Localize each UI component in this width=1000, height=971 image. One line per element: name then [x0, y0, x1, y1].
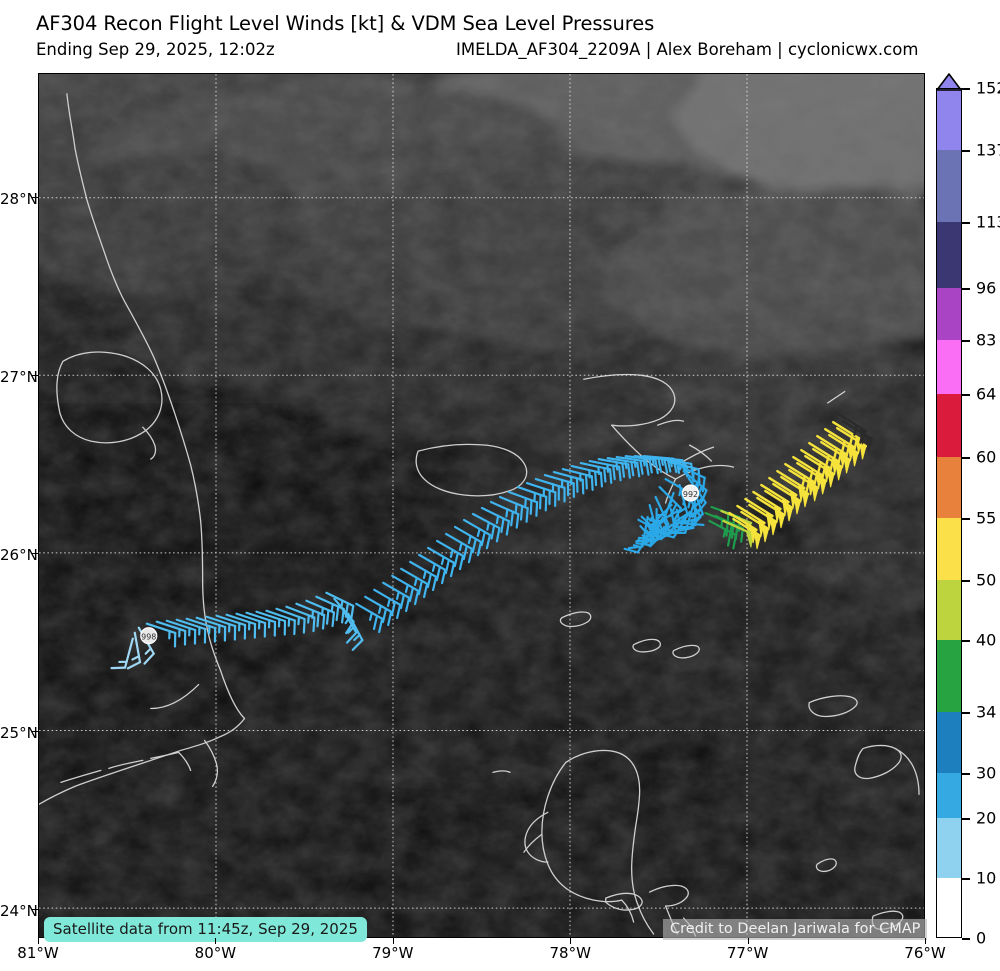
map-plot-area[interactable]: 998 992	[38, 73, 925, 938]
y-tick-label: 28°N	[0, 190, 38, 208]
y-tick-label: 25°N	[0, 724, 38, 742]
wind-barb-layer	[110, 390, 877, 673]
colorbar-segment	[936, 222, 962, 288]
y-tick-label: 24°N	[0, 902, 38, 920]
colorbar-tick-label: 113	[976, 212, 1000, 232]
vdm-marker-west: 998	[140, 627, 158, 645]
svg-text:998: 998	[141, 633, 156, 642]
colorbar-tick-label: 10	[976, 868, 997, 888]
colorbar-segment	[936, 394, 962, 457]
colorbar-tick-label: 55	[976, 508, 997, 528]
colorbar-tick-label: 30	[976, 763, 997, 783]
colorbar-tick-label: 34	[976, 702, 997, 722]
colorbar-tick-label: 40	[976, 630, 997, 650]
coastline-layer	[39, 93, 920, 937]
page-title: AF304 Recon Flight Level Winds [kt] & VD…	[36, 12, 655, 35]
colorbar-tick-label: 137	[976, 140, 1000, 160]
colorbar-tick-label: 96	[976, 278, 997, 298]
colorbar-tick-label: 0	[976, 928, 987, 948]
satellite-imagery-layer	[39, 74, 924, 937]
x-tick-label: 77°W	[726, 944, 769, 962]
x-tick-label: 80°W	[194, 944, 237, 962]
colorbar-segment	[936, 150, 962, 222]
colorbar-tick-label: 20	[976, 808, 997, 828]
vdm-marker-layer: 998 992	[140, 484, 700, 645]
y-axis: 28°N 27°N 26°N 25°N 24°N	[0, 0, 38, 971]
subtitle-timestamp: Ending Sep 29, 2025, 12:02z	[36, 40, 275, 59]
satellite-data-note: Satellite data from 11:45z, Sep 29, 2025	[44, 917, 367, 942]
colorbar-segment	[936, 878, 962, 938]
colorbar-segment	[936, 818, 962, 878]
colorbar-segment	[936, 457, 962, 518]
colorbar-tick-label: 50	[976, 570, 997, 590]
svg-text:992: 992	[683, 490, 698, 499]
colorbar-tick-label: 64	[976, 384, 997, 404]
y-tick-label: 26°N	[0, 546, 38, 564]
colorbar-segment	[936, 88, 962, 150]
colorbar	[936, 73, 962, 938]
colorbar-segment	[936, 340, 962, 394]
gridline-layer	[39, 74, 924, 937]
colorbar-tick-label: 60	[976, 447, 997, 467]
x-tick-label: 79°W	[372, 944, 414, 962]
x-tick-label: 78°W	[549, 944, 591, 962]
colorbar-extend-arrow	[936, 73, 962, 91]
colorbar-segment	[936, 712, 962, 773]
subtitle-attribution: IMELDA_AF304_2209A | Alex Boreham | cycl…	[456, 40, 919, 59]
vdm-marker-center: 992	[681, 484, 700, 502]
x-tick-label: 81°W	[17, 944, 59, 962]
x-tick-label: 76°W	[904, 944, 946, 962]
colorbar-tick-label: 83	[976, 330, 997, 350]
colorbar-segment	[936, 580, 962, 640]
colorbar-segment	[936, 640, 962, 712]
colorbar-segment	[936, 288, 962, 340]
credit-note: Credit to Deelan Jariwala for CMAP	[663, 919, 928, 940]
colorbar-segment	[936, 518, 962, 580]
colorbar-segment	[936, 773, 962, 818]
colorbar-tick-label: 152	[976, 78, 1000, 98]
y-tick-label: 27°N	[0, 368, 38, 386]
